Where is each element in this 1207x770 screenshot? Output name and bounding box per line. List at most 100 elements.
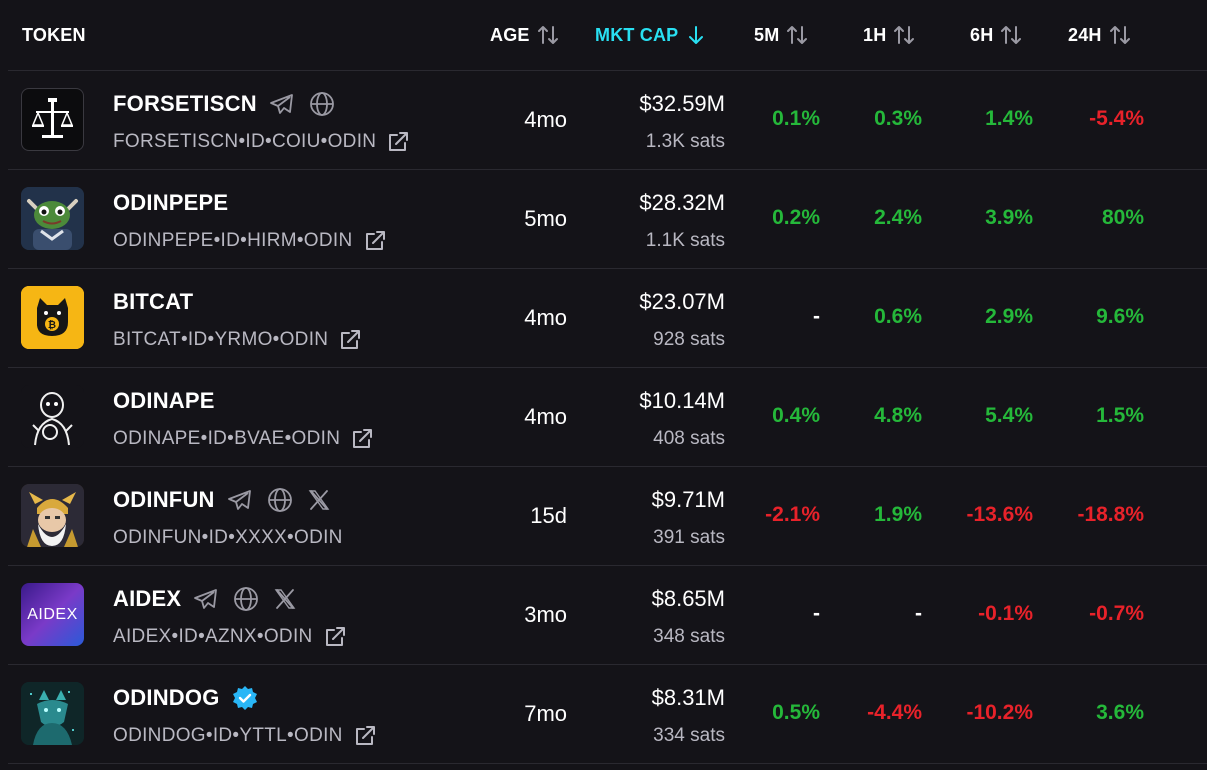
token-price-sats: 391 sats — [653, 527, 725, 548]
change-1h: -4.4% — [867, 701, 922, 724]
col-header-mkt-cap[interactable]: MKT CAP — [595, 22, 708, 48]
external-link-icon[interactable] — [323, 625, 347, 649]
sort-icon[interactable] — [999, 24, 1023, 46]
external-link-icon[interactable] — [338, 328, 362, 352]
change-6h: 5.4% — [985, 404, 1033, 427]
telegram-icon[interactable] — [227, 488, 253, 512]
change-24h: 9.6% — [1096, 305, 1144, 328]
change-1h: 4.8% — [874, 404, 922, 427]
token-age: 5mo — [524, 206, 567, 231]
token-name[interactable]: ODINDOG — [113, 685, 220, 710]
external-link-icon[interactable] — [353, 724, 377, 748]
change-1h: 0.3% — [874, 107, 922, 130]
token-age: 3mo — [524, 602, 567, 627]
col-header-6h[interactable]: 6H — [970, 22, 1023, 48]
change-6h: -10.2% — [966, 701, 1033, 724]
change-6h: 2.9% — [985, 305, 1033, 328]
token-price-sats: 334 sats — [653, 725, 725, 746]
change-1h: - — [915, 602, 922, 625]
token-price-sats: 1.3K sats — [645, 131, 725, 152]
token-price-sats: 928 sats — [653, 329, 725, 350]
change-1h: 1.9% — [874, 503, 922, 526]
change-24h: -0.7% — [1089, 602, 1144, 625]
token-name[interactable]: AIDEX — [113, 586, 182, 611]
token-mkt-cap: $23.07M — [639, 289, 725, 314]
x-icon[interactable] — [307, 488, 331, 512]
token-age: 4mo — [524, 305, 567, 330]
token-logo-aidex: AIDEX — [21, 583, 84, 646]
token-logo-bitcat: ₿ — [21, 286, 84, 349]
col-header-5m[interactable]: 5M — [754, 22, 809, 48]
table-row[interactable]: ODINPEPE ODINPEPE•ID•HIRM•ODIN 5mo $28.3… — [8, 170, 1207, 269]
token-mkt-cap: $9.71M — [651, 487, 725, 512]
token-name[interactable]: BITCAT — [113, 289, 194, 314]
col-header-6h-label: 6H — [970, 24, 994, 45]
change-6h: 3.9% — [985, 206, 1033, 229]
col-header-1h-label: 1H — [863, 24, 887, 45]
col-header-token: TOKEN — [22, 24, 86, 45]
col-header-mkt-cap-label: MKT CAP — [595, 24, 679, 45]
change-5m: 0.5% — [772, 701, 820, 724]
change-5m: 0.2% — [772, 206, 820, 229]
sort-icon[interactable] — [1108, 24, 1132, 46]
token-logo-odindog — [21, 682, 84, 745]
token-name[interactable]: ODINFUN — [113, 487, 215, 512]
sort-icon[interactable] — [536, 24, 560, 46]
token-price-sats: 348 sats — [653, 626, 725, 647]
change-24h: 3.6% — [1096, 701, 1144, 724]
token-mkt-cap: $8.65M — [651, 586, 725, 611]
token-id: AIDEX•ID•AZNX•ODIN — [113, 626, 313, 647]
token-logo-odinpepe — [21, 187, 84, 250]
sort-icon[interactable] — [892, 24, 916, 46]
table-row[interactable]: ODINDOG ODINDOG•ID•YTTL•ODIN 7mo $8.31M … — [8, 665, 1207, 764]
col-header-1h[interactable]: 1H — [863, 22, 916, 48]
svg-text:₿: ₿ — [48, 319, 56, 331]
change-1h: 2.4% — [874, 206, 922, 229]
token-name[interactable]: ODINPEPE — [113, 190, 229, 215]
change-5m: -2.1% — [765, 503, 820, 526]
external-link-icon[interactable] — [350, 427, 374, 451]
table-row[interactable]: ODINFUN ODINFUN•ID•XXXX•ODIN 15d $9.71M … — [8, 467, 1207, 566]
external-link-icon[interactable] — [363, 229, 387, 253]
token-mkt-cap: $32.59M — [639, 91, 725, 116]
token-mkt-cap: $28.32M — [639, 190, 725, 215]
change-6h: -13.6% — [966, 503, 1033, 526]
col-header-24h[interactable]: 24H — [1068, 22, 1132, 48]
table-row[interactable]: ₿ BITCAT BITCAT•ID•YRMO•ODIN 4mo $23.07M… — [8, 269, 1207, 368]
sort-descending-icon[interactable] — [684, 24, 708, 46]
token-id: ODINFUN•ID•XXXX•ODIN — [113, 527, 343, 548]
table-header: TOKEN AGE MKT CAP 5M 1H 6H — [8, 0, 1207, 71]
col-header-24h-label: 24H — [1068, 24, 1102, 45]
telegram-icon[interactable] — [269, 92, 295, 116]
token-id: ODINDOG•ID•YTTL•ODIN — [113, 725, 343, 746]
change-5m: - — [813, 305, 820, 328]
col-header-age[interactable]: AGE — [490, 22, 560, 48]
change-24h: -18.8% — [1077, 503, 1144, 526]
token-id: BITCAT•ID•YRMO•ODIN — [113, 329, 329, 350]
website-icon[interactable] — [267, 487, 293, 513]
sort-icon[interactable] — [785, 24, 809, 46]
x-icon[interactable] — [273, 587, 297, 611]
change-24h: 1.5% — [1096, 404, 1144, 427]
website-icon[interactable] — [309, 91, 335, 117]
external-link-icon[interactable] — [386, 130, 410, 154]
col-header-5m-label: 5M — [754, 24, 780, 45]
token-age: 15d — [530, 503, 567, 528]
token-age: 4mo — [524, 404, 567, 429]
token-logo-odinfun — [21, 484, 84, 547]
change-5m: 0.4% — [772, 404, 820, 427]
website-icon[interactable] — [233, 586, 259, 612]
token-name[interactable]: FORSETISCN — [113, 91, 257, 116]
token-name[interactable]: ODINAPE — [113, 388, 215, 413]
telegram-icon[interactable] — [193, 587, 219, 611]
table-row[interactable]: AIDEX AIDEX AIDEX•ID•AZNX•ODIN 3mo $8.65… — [8, 566, 1207, 665]
change-24h: 80% — [1101, 206, 1144, 229]
token-price-sats: 1.1K sats — [645, 230, 725, 251]
aidex-logo-text: AIDEX — [27, 605, 78, 623]
table-row[interactable]: ODINAPE ODINAPE•ID•BVAE•ODIN 4mo $10.14M… — [8, 368, 1207, 467]
change-1h: 0.6% — [874, 305, 922, 328]
token-age: 4mo — [524, 107, 567, 132]
table-row[interactable]: FORSETISCN FORSETISCN•ID•COIU•ODIN 4mo $… — [8, 71, 1207, 170]
token-logo-forsetiscn — [21, 88, 84, 151]
